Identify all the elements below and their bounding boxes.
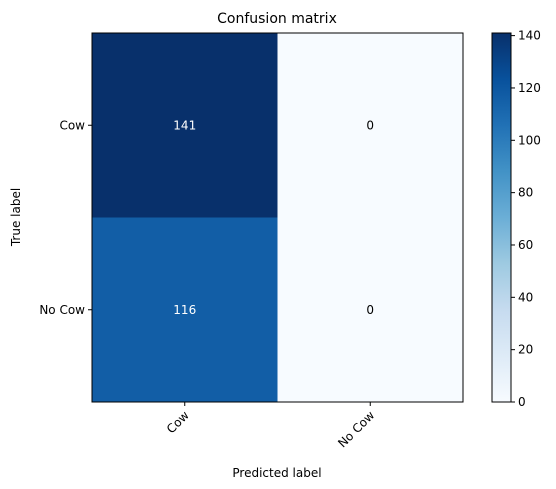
y-tick-label: No Cow <box>39 303 85 317</box>
heatmap-cell <box>277 217 464 403</box>
heatmap-cell <box>92 217 278 403</box>
x-axis-label: Predicted label <box>232 466 321 480</box>
colorbar-tick-label: 60 <box>518 238 533 252</box>
colorbar <box>491 32 512 403</box>
chart-title: Confusion matrix <box>217 11 337 27</box>
heatmap-cells: 141 0 116 0 <box>92 33 464 403</box>
y-axis-ticks: Cow No Cow <box>39 118 92 317</box>
colorbar-tick-label: 0 <box>518 395 526 409</box>
colorbar-ticks: 0 20 40 60 80 100 120 140 <box>511 29 541 409</box>
y-tick-label: Cow <box>59 118 85 132</box>
cell-value-label: 116 <box>173 303 196 317</box>
y-axis-label: True label <box>9 188 23 247</box>
cell-value-label: 141 <box>173 118 196 132</box>
heatmap-cell <box>92 33 278 218</box>
colorbar-tick-label: 40 <box>518 290 533 304</box>
colorbar-tick-label: 140 <box>518 29 541 43</box>
cell-value-label: 0 <box>366 118 374 132</box>
cell-value-label: 0 <box>366 303 374 317</box>
plot-frame <box>91 32 464 403</box>
colorbar-tick-label: 20 <box>518 343 533 357</box>
x-tick-label: No Cow <box>335 408 377 450</box>
x-tick-label: Cow <box>164 408 192 436</box>
heatmap-cell <box>277 33 464 218</box>
colorbar-tick-label: 120 <box>518 81 541 95</box>
x-axis-ticks: Cow No Cow <box>164 402 377 450</box>
colorbar-tick-label: 100 <box>518 133 541 147</box>
colorbar-tick-label: 80 <box>518 186 533 200</box>
